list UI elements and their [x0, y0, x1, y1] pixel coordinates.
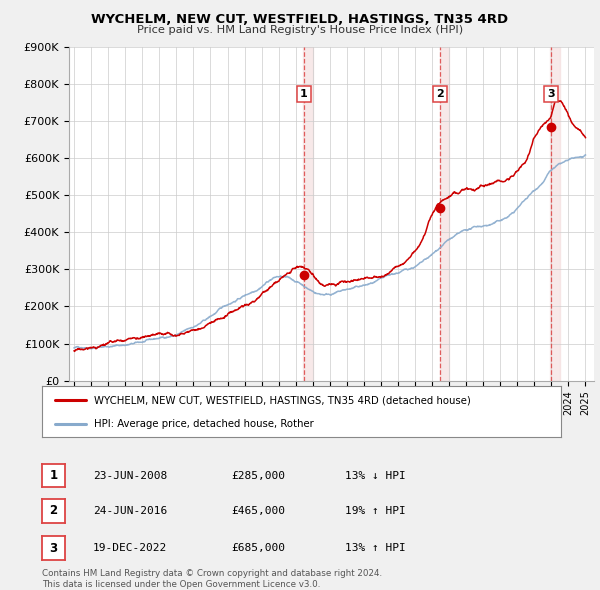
- Text: 13% ↑ HPI: 13% ↑ HPI: [345, 543, 406, 553]
- Text: 1: 1: [49, 469, 58, 482]
- Text: Price paid vs. HM Land Registry's House Price Index (HPI): Price paid vs. HM Land Registry's House …: [137, 25, 463, 35]
- Text: 13% ↓ HPI: 13% ↓ HPI: [345, 471, 406, 480]
- Text: 19-DEC-2022: 19-DEC-2022: [93, 543, 167, 553]
- Text: 3: 3: [49, 542, 58, 555]
- Bar: [304, 47, 313, 381]
- Text: WYCHELM, NEW CUT, WESTFIELD, HASTINGS, TN35 4RD: WYCHELM, NEW CUT, WESTFIELD, HASTINGS, T…: [91, 13, 509, 26]
- Text: £465,000: £465,000: [231, 506, 285, 516]
- Text: 2: 2: [49, 504, 58, 517]
- Bar: [550, 47, 560, 381]
- Text: 3: 3: [547, 89, 554, 99]
- Text: 1: 1: [300, 89, 308, 99]
- Text: WYCHELM, NEW CUT, WESTFIELD, HASTINGS, TN35 4RD (detached house): WYCHELM, NEW CUT, WESTFIELD, HASTINGS, T…: [94, 395, 471, 405]
- Text: 2: 2: [436, 89, 444, 99]
- Text: 19% ↑ HPI: 19% ↑ HPI: [345, 506, 406, 516]
- Text: £685,000: £685,000: [231, 543, 285, 553]
- Text: HPI: Average price, detached house, Rother: HPI: Average price, detached house, Roth…: [94, 418, 314, 428]
- Text: 23-JUN-2008: 23-JUN-2008: [93, 471, 167, 480]
- Text: £285,000: £285,000: [231, 471, 285, 480]
- Bar: [440, 47, 449, 381]
- Text: 24-JUN-2016: 24-JUN-2016: [93, 506, 167, 516]
- Text: Contains HM Land Registry data © Crown copyright and database right 2024.
This d: Contains HM Land Registry data © Crown c…: [42, 569, 382, 589]
